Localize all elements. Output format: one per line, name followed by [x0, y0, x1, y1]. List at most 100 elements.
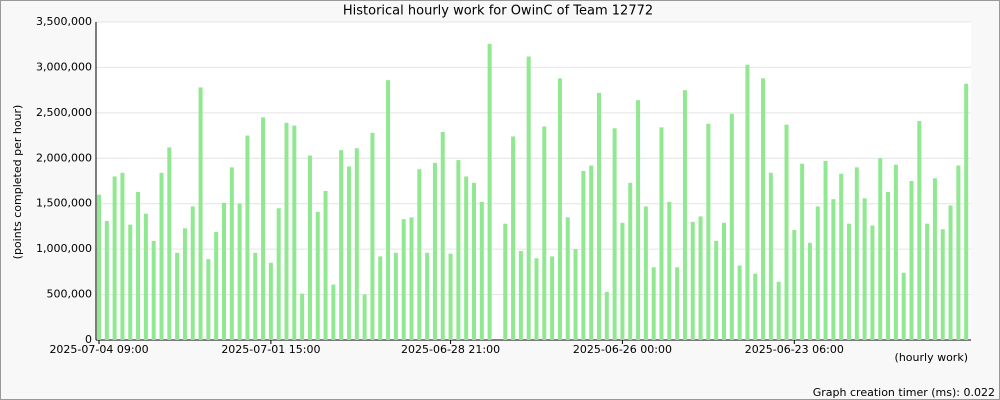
bar [620, 222, 625, 340]
bar [636, 100, 641, 340]
bar [464, 176, 469, 340]
bar [417, 169, 422, 340]
bar [886, 191, 891, 340]
bar [628, 182, 633, 340]
bar [339, 150, 344, 340]
bar [550, 256, 555, 340]
bar [659, 127, 664, 340]
bar [557, 78, 562, 341]
bar [307, 155, 312, 340]
bar [487, 43, 492, 340]
chart-title: Historical hourly work for OwinC of Team… [343, 4, 653, 19]
bar [901, 272, 906, 340]
bar [456, 160, 461, 340]
bar [237, 203, 242, 340]
bar [823, 161, 828, 340]
bar [878, 158, 883, 340]
x-tick-label: 2025-06-26 00:00 [573, 343, 672, 356]
bar [472, 182, 476, 340]
bar [870, 225, 875, 340]
bar [511, 136, 516, 340]
bar [401, 219, 406, 340]
bar [229, 167, 234, 340]
y-tick-label: 2,000,000 [36, 151, 92, 164]
x-tick-label: 2025-06-23 06:00 [745, 343, 844, 356]
y-tick-label: 500,000 [47, 288, 93, 301]
bar [925, 223, 930, 340]
bar [573, 249, 578, 340]
bar [682, 90, 687, 341]
y-tick-label: 1,500,000 [36, 197, 92, 210]
bar [862, 198, 867, 340]
bar [932, 178, 937, 340]
bar [651, 267, 656, 340]
bar [784, 124, 789, 340]
bar [948, 205, 953, 340]
bar [893, 164, 898, 340]
bar [667, 201, 672, 340]
y-tick-label: 2,500,000 [36, 106, 92, 119]
bar [589, 165, 594, 340]
bar [112, 176, 117, 340]
bar [409, 217, 414, 340]
bar [315, 211, 320, 340]
bar [597, 92, 601, 341]
bar [97, 194, 101, 340]
bar [940, 229, 945, 340]
bar [479, 201, 484, 340]
bar [690, 221, 695, 340]
bar [440, 131, 445, 340]
bar [831, 199, 836, 340]
bar [198, 87, 203, 340]
bar [393, 252, 398, 340]
bar [909, 181, 914, 340]
bar [745, 64, 750, 341]
bar [956, 165, 961, 340]
bar [432, 162, 437, 340]
bar [722, 222, 726, 340]
bar [964, 83, 969, 340]
bar [761, 78, 766, 341]
bar [526, 56, 531, 340]
bar [206, 259, 211, 340]
bar [815, 206, 820, 340]
bar [276, 208, 281, 340]
bar [284, 122, 289, 340]
bar [448, 253, 453, 340]
bar [776, 281, 781, 340]
bar [612, 128, 617, 340]
bar [425, 252, 430, 340]
bar [714, 240, 719, 340]
bar [331, 284, 336, 340]
bar [253, 252, 258, 340]
x-tick-label: 2025-07-01 15:00 [221, 343, 320, 356]
bar [190, 206, 195, 340]
bar [151, 240, 156, 340]
bar [917, 121, 922, 340]
bar [847, 223, 851, 340]
bar [261, 117, 266, 341]
bar [800, 163, 805, 340]
bar [581, 171, 586, 340]
bar [292, 125, 297, 340]
bar [120, 172, 125, 340]
bar [362, 294, 367, 340]
bar [386, 80, 391, 341]
bar [792, 230, 797, 340]
bar [128, 224, 133, 340]
bar [604, 291, 609, 340]
bar [807, 242, 812, 340]
bar [768, 172, 773, 340]
bar [159, 172, 164, 340]
x-axis-label: (hourly work) [895, 351, 968, 364]
bar [222, 202, 226, 340]
bar [675, 267, 680, 340]
bar [182, 228, 187, 340]
y-axis-label: (points completed per hour) [11, 105, 24, 260]
bar [518, 250, 523, 340]
bar [753, 273, 758, 340]
bar [214, 231, 219, 340]
bar [136, 191, 141, 340]
bar [167, 147, 172, 340]
